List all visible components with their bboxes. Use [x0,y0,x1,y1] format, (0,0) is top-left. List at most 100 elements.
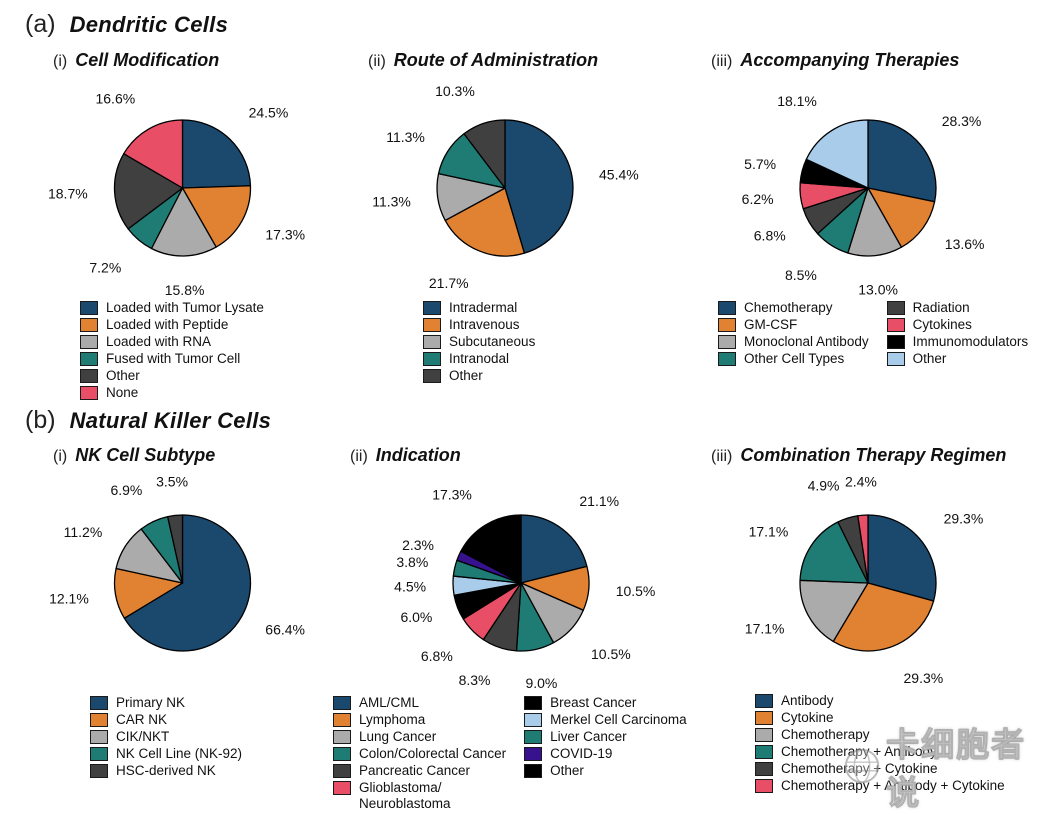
legend-label: Loaded with Peptide [106,317,229,332]
legend-label: Subcutaneous [449,334,536,349]
panel-title: (ii) Route of Administration [340,50,670,76]
legend-label: CIK/NKT [116,729,170,744]
legend-swatch [524,696,543,710]
legend-item: Cytokines [886,317,1029,333]
panel-index: (ii) [368,53,386,70]
pie-percent-label: 17.1% [749,523,789,539]
legend-swatch [80,386,98,400]
legend-label: Merkel Cell Carcinoma [550,712,687,727]
legend-swatch [333,747,351,761]
legend-label: HSC-derived NK [116,763,216,778]
legend-swatch [755,711,773,725]
legend-item: HSC-derived NK [90,763,340,779]
panel-title: (i) NK Cell Subtype [25,445,340,471]
legend-label: Glioblastoma/ Neuroblastoma [359,780,451,811]
legend-swatch [80,301,98,315]
legend-swatch [80,352,98,366]
pie-percent-label: 2.3% [402,537,434,553]
legend-item: Chemotherapy + Cytokine [755,761,1053,777]
legend-label: Loaded with Tumor Lysate [106,300,264,315]
legend-item: Liver Cancer [524,729,687,745]
legend-indication: AML/CML Lymphoma Lung Cancer Colon/Colorect… [333,695,687,812]
pie-percent-label: 18.1% [777,93,817,109]
pie-slice [463,119,506,189]
legend-label: NK Cell Line (NK-92) [116,746,243,761]
legend-swatch [886,301,905,315]
legend-label: AML/CML [359,695,420,710]
panel-nk-cell-subtype: (i) NK Cell Subtype 66.4% 12.1% 11.2% 6.9% 3… [25,445,340,779]
legend-label: Chemotherapy [744,300,833,315]
legend-nk-cell-subtype: Primary NK CAR NK CIK/NKT NK Cell Line (NK-… [90,695,340,779]
legend-label: None [106,385,139,400]
pie-percent-label: 11.3% [372,193,411,209]
legend-item: Monoclonal Antibody [718,334,869,350]
legend-swatch [80,369,98,383]
panel-title: (iii) Accompanying Therapies [683,50,1053,76]
legend-swatch [333,730,351,744]
pie-percent-label: 45.4% [599,166,639,182]
pie-percent-label: 21.1% [579,493,619,509]
pie-chart-indication: 21.1% 10.5% 10.5% 9.0% 8.3% 6.8% 6.0% 4.5% 3.8%2… [394,487,655,691]
legend-swatch [423,301,441,315]
legend-label: Other [449,368,483,383]
pie-percent-label: 6.2% [742,191,774,207]
panel-dc-cell-modification: (i) Cell Modification 24.5% 17.3% 15.8% 7.2… [25,50,340,401]
pie-percent-label: 8.5% [785,267,817,283]
pie-percent-label: 28.3% [942,113,982,129]
pie-chart-combination-therapy-regimen: 29.3% 29.3% 17.1% 17.1% 4.9% 2.4% [745,473,984,686]
legend-label: Intravenous [449,317,520,332]
legend-label: Other Cell Types [744,351,845,366]
legend-swatch [333,696,351,710]
legend-label: Cytokine [781,710,834,725]
legend-item: Lymphoma [333,712,506,728]
legend-item: Loaded with RNA [80,334,340,350]
pie-slice [181,119,252,189]
pie-slice [867,514,937,602]
legend-item: Breast Cancer [524,695,687,711]
legend-label: Colon/Colorectal Cancer [359,746,507,761]
legend-item: CIK/NKT [90,729,340,745]
legend-label: Fused with Tumor Cell [106,351,241,366]
legend-swatch [755,728,773,742]
legend-item: Chemotherapy + Antibody + Cytokine [755,778,1053,794]
pie-slice [847,187,903,257]
legend-label: Chemotherapy [781,727,870,742]
pie-slice [460,514,522,584]
legend-swatch [755,745,773,759]
legend-swatch [333,764,351,778]
panel-name: NK Cell Subtype [75,445,216,465]
legend-item: NK Cell Line (NK-92) [90,746,340,762]
legend-swatch [80,318,98,332]
legend-item: Loaded with Tumor Lysate [80,300,340,316]
legend-item: Cytokine [755,710,1053,726]
legend-label: Primary NK [116,695,186,710]
legend-label: Monoclonal Antibody [744,334,869,349]
panel-name: Combination Therapy Regimen [740,445,1007,465]
pie-chart-nk-cell-subtype: 66.4% 12.1% 11.2% 6.9% 3.5% [49,474,305,652]
legend-label: Chemotherapy + Cytokine [781,761,938,776]
legend-item: Primary NK [90,695,340,711]
pie-percent-label: 11.2% [64,524,103,540]
pie-percent-label: 17.3% [265,226,305,242]
pie-percent-label: 4.9% [808,477,840,493]
pie-slice [123,119,184,189]
legend-item: Fused with Tumor Cell [80,351,340,367]
panel-index: (ii) [350,448,368,465]
legend-item: Loaded with Peptide [80,317,340,333]
legend-item: Colon/Colorectal Cancer [333,746,506,762]
legend-item: Subcutaneous [423,334,670,350]
legend-swatch [718,352,736,366]
section-a-title: Dendritic Cells [69,12,229,37]
legend-route-of-administration: Intradermal Intravenous Subcutaneous Intran… [423,300,670,384]
legend-label: Other [912,351,947,366]
legend-swatch [423,352,441,366]
section-b-header: (b) Natural Killer Cells [25,406,271,435]
legend-label: CAR NK [116,712,168,727]
pie-slice [805,119,869,189]
legend-label: Cytokines [912,317,972,332]
panel-name: Indication [375,445,461,465]
pie-slice [867,119,937,203]
legend-swatch [886,352,905,366]
pie-slice [167,514,184,584]
panel-name: Cell Modification [75,50,220,70]
